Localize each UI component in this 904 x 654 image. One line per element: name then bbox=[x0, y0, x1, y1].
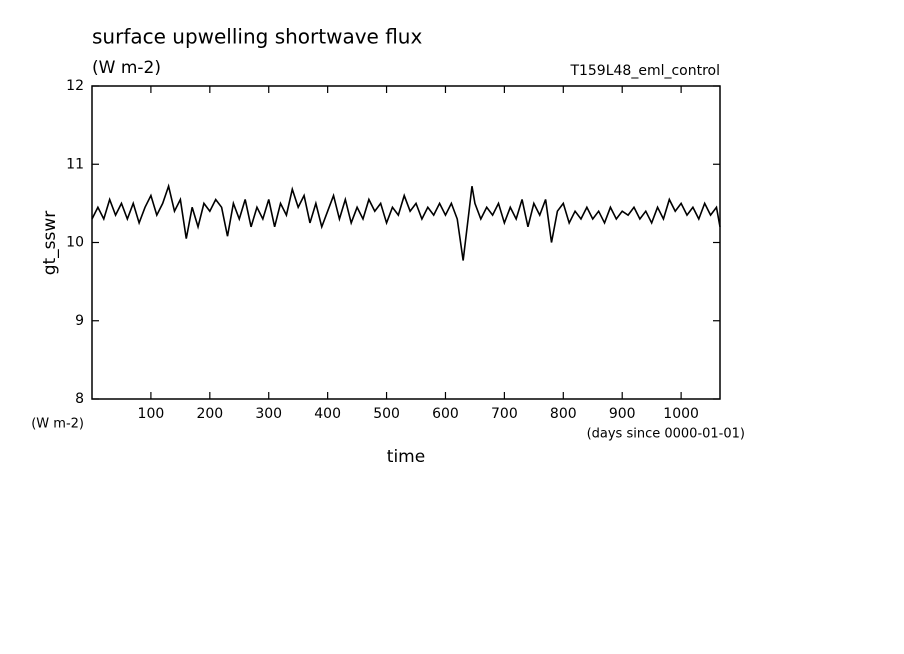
x-tick-label: 100 bbox=[138, 406, 165, 422]
x-tick-label: 800 bbox=[550, 406, 577, 422]
x-axis-units: (days since 0000-01-01) bbox=[587, 427, 745, 442]
x-tick-label: 400 bbox=[314, 406, 341, 422]
plot-frame bbox=[91, 85, 721, 400]
y-axis-units: (W m-2) bbox=[31, 417, 84, 432]
y-axis-label: gt_sswr bbox=[40, 211, 60, 276]
data-line bbox=[91, 183, 721, 261]
x-tick-label: 500 bbox=[373, 406, 400, 422]
y-tick-label: 10 bbox=[66, 235, 84, 251]
y-tick-label: 12 bbox=[66, 78, 84, 94]
y-tick-label: 9 bbox=[75, 313, 84, 329]
x-tick-label: 900 bbox=[609, 406, 636, 422]
chart-subtitle: (W m-2) bbox=[92, 58, 161, 78]
x-tick-label: 200 bbox=[196, 406, 223, 422]
x-tick-label: 300 bbox=[255, 406, 282, 422]
y-tick-label: 11 bbox=[66, 156, 84, 172]
x-tick-label: 700 bbox=[491, 406, 518, 422]
x-axis-label: time bbox=[387, 447, 425, 467]
x-tick-label: 600 bbox=[432, 406, 459, 422]
y-tick-label: 8 bbox=[75, 391, 84, 407]
x-tick-label: 1000 bbox=[663, 406, 699, 422]
annotation: T159L48_eml_control bbox=[569, 63, 720, 79]
chart-title: surface upwelling shortwave flux bbox=[92, 25, 422, 49]
